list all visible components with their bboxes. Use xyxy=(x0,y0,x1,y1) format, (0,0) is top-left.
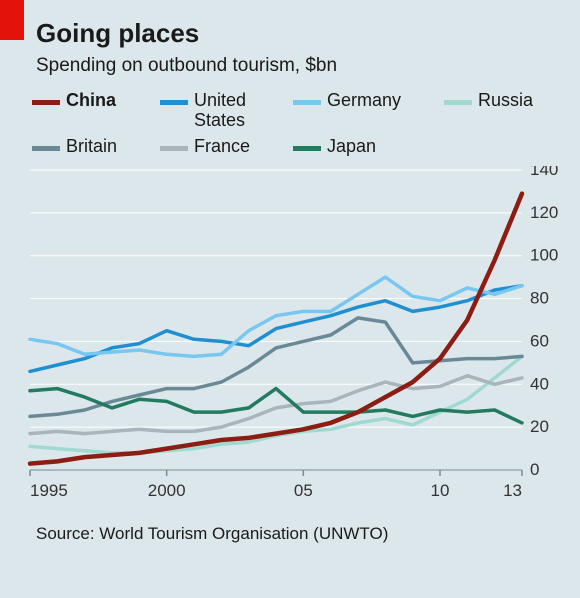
series-britain xyxy=(30,318,522,417)
legend-label: Germany xyxy=(327,91,401,111)
svg-text:60: 60 xyxy=(530,332,549,351)
red-accent-tab xyxy=(0,0,24,40)
svg-text:100: 100 xyxy=(530,246,558,265)
svg-text:05: 05 xyxy=(294,481,313,500)
line-chart-svg: 0 20 40 60 80 100 120 140 1995 2000 05 10 13 xyxy=(22,166,558,500)
svg-text:2000: 2000 xyxy=(148,481,186,500)
legend-item-germany: Germany xyxy=(293,91,426,131)
legend-item-russia: Russia xyxy=(444,91,558,131)
legend-label: France xyxy=(194,137,250,157)
source-text: Source: World Tourism Organisation (UNWT… xyxy=(36,524,558,544)
legend-swatch xyxy=(160,100,188,105)
legend-item-france: France xyxy=(160,137,275,157)
legend-item-us: UnitedStates xyxy=(160,91,275,131)
svg-text:20: 20 xyxy=(530,418,549,437)
svg-text:40: 40 xyxy=(530,375,549,394)
legend-swatch xyxy=(32,146,60,151)
legend-swatch xyxy=(293,146,321,151)
series-japan xyxy=(30,389,522,423)
svg-text:140: 140 xyxy=(530,166,558,179)
plot-area: 0 20 40 60 80 100 120 140 1995 2000 05 10 13 xyxy=(22,166,558,500)
svg-text:80: 80 xyxy=(530,289,549,308)
legend-swatch xyxy=(32,100,60,105)
legend-label: Japan xyxy=(327,137,376,157)
legend-label: Russia xyxy=(478,91,533,111)
legend-swatch xyxy=(293,100,321,105)
legend-swatch xyxy=(160,146,188,151)
svg-text:13: 13 xyxy=(503,481,522,500)
svg-text:1995: 1995 xyxy=(30,481,68,500)
chart-title: Going places xyxy=(36,18,558,49)
svg-text:10: 10 xyxy=(431,481,450,500)
legend-label: Britain xyxy=(66,137,117,157)
chart-subtitle: Spending on outbound tourism, $bn xyxy=(36,55,558,77)
legend-item-japan: Japan xyxy=(293,137,426,157)
legend: China UnitedStates Germany Russia Britain Fra… xyxy=(32,91,558,156)
svg-text:120: 120 xyxy=(530,203,558,222)
chart-container: Going places Spending on outbound touris… xyxy=(0,0,580,598)
svg-text:0: 0 xyxy=(530,460,539,479)
legend-item-britain: Britain xyxy=(32,137,142,157)
legend-item-china: China xyxy=(32,91,142,131)
legend-label: UnitedStates xyxy=(194,91,246,131)
legend-label: China xyxy=(66,91,116,111)
legend-swatch xyxy=(444,100,472,105)
